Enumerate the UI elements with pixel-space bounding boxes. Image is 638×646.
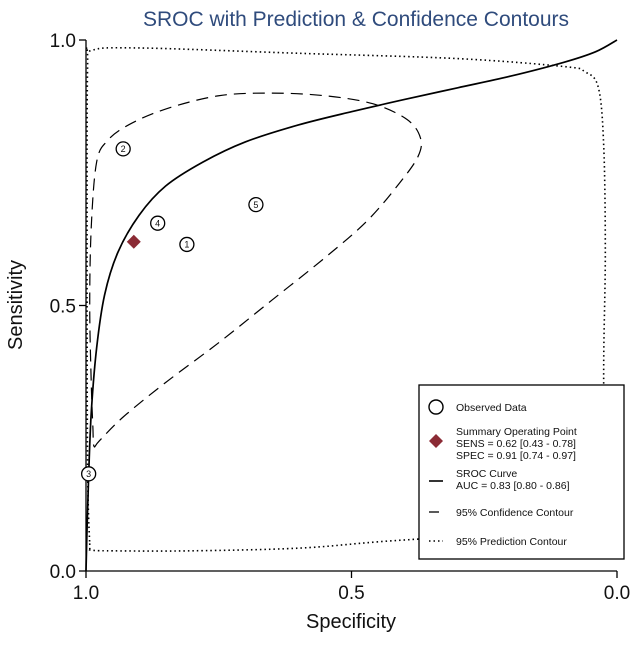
observed-point-label: 5 (253, 200, 258, 210)
y-tick-label: 0.0 (50, 562, 76, 583)
observed-point (179, 236, 195, 253)
x-tick-label: 1.0 (73, 583, 99, 604)
observed-point-label: 4 (155, 218, 160, 228)
observed-points: 1 2 3 4 5 (81, 141, 264, 482)
legend-sroc-title: SROC Curve (456, 468, 517, 480)
summary-operating-point (126, 234, 141, 249)
legend-observed-marker (428, 399, 444, 415)
x-tick-label: 0.0 (604, 583, 630, 604)
observed-point (248, 196, 264, 213)
legend: Observed Data Summary Operating Point SE… (418, 384, 625, 560)
observed-point-label: 1 (184, 240, 189, 250)
summary-point-layer (126, 234, 141, 249)
y-tick-label: 1.0 (50, 31, 76, 52)
legend-prediction-label: 95% Prediction Contour (456, 536, 567, 548)
sroc-curve (85, 39, 618, 572)
legend-summary-spec: SPEC = 0.91 [0.74 - 0.97] (456, 450, 576, 462)
legend-summary-title: Summary Operating Point (456, 426, 577, 438)
observed-point (81, 466, 97, 482)
observed-point-label: 3 (86, 469, 91, 479)
legend-summary-marker (429, 434, 443, 448)
x-axis-label: Specificity (306, 611, 396, 633)
curve-layer (85, 39, 618, 572)
confidence-contour (89, 92, 423, 448)
chart-title: SROC with Prediction & Confidence Contou… (143, 8, 569, 31)
y-axis-label: Sensitivity (5, 260, 27, 350)
legend-confidence-label: 95% Confidence Contour (456, 507, 574, 519)
observed-point (115, 141, 131, 157)
axis-ticks: 1.0 0.5 0.0 0.0 0.5 1.0 (50, 31, 631, 604)
legend-sroc-auc: AUC = 0.83 [0.80 - 0.86] (456, 480, 570, 492)
x-tick-label: 0.5 (338, 583, 364, 604)
observed-point-label: 2 (121, 144, 126, 154)
legend-observed-label: Observed Data (456, 402, 527, 414)
observed-point (150, 215, 166, 231)
y-tick-label: 0.5 (50, 297, 76, 318)
legend-box (418, 384, 625, 560)
legend-summary-sens: SENS = 0.62 [0.43 - 0.78] (456, 438, 576, 450)
prediction-contour (85, 46, 607, 553)
